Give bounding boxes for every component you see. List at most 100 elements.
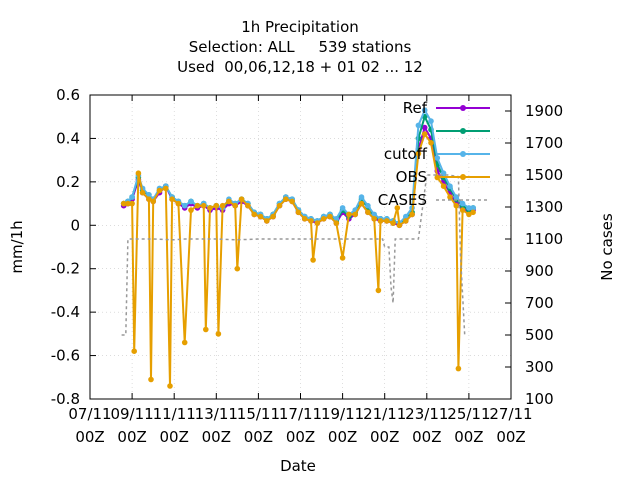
- data-point: [181, 339, 188, 346]
- data-point: [181, 202, 188, 209]
- data-point: [466, 205, 472, 211]
- data-point: [295, 209, 302, 216]
- y2-tick-label: 700: [525, 294, 554, 312]
- data-point: [276, 202, 283, 209]
- data-point: [120, 200, 127, 207]
- data-point: [188, 198, 194, 205]
- title-line-2: Selection: ALL 539 stations: [189, 38, 412, 56]
- data-point: [308, 218, 314, 224]
- data-point: [421, 124, 428, 131]
- data-point: [156, 187, 163, 194]
- y-tick-label: 0: [70, 216, 80, 234]
- x-axis-label: Date: [280, 457, 316, 475]
- data-point: [453, 202, 460, 209]
- legend-label: OBS: [396, 168, 427, 186]
- data-point: [167, 383, 173, 389]
- data-point: [447, 194, 453, 200]
- series-line: [121, 174, 466, 336]
- data-point: [434, 155, 441, 161]
- x-tick-label: 17/11: [279, 405, 322, 423]
- data-point: [421, 107, 428, 113]
- y2-tick-label: 1700: [525, 134, 563, 152]
- data-point: [194, 202, 201, 209]
- x-tick-label-time: 00Z: [286, 428, 315, 446]
- legend-label: Ref: [403, 99, 428, 117]
- x-tick-label: 23/11: [405, 405, 448, 423]
- data-point: [453, 194, 460, 200]
- x-tick-label-time: 00Z: [454, 428, 483, 446]
- series-line: [123, 107, 474, 225]
- data-point: [264, 218, 270, 224]
- data-point: [339, 205, 346, 211]
- title-line-1: 1h Precipitation: [241, 18, 359, 36]
- data-point: [415, 122, 422, 129]
- data-point: [440, 183, 447, 189]
- data-point: [139, 189, 146, 196]
- legend: Ref cutoff OBS CASES: [378, 99, 490, 209]
- y-tick-label: -0.8: [51, 390, 80, 408]
- data-point: [470, 205, 476, 211]
- data-point: [415, 150, 422, 157]
- data-point: [215, 331, 222, 337]
- data-point: [125, 200, 131, 207]
- data-point: [470, 209, 476, 216]
- data-point: [352, 211, 359, 218]
- data-point: [403, 213, 409, 220]
- data-point: [358, 200, 365, 207]
- y2-axis-label: No cases: [598, 213, 616, 281]
- y2-tick-label: 1100: [525, 230, 563, 248]
- legend-marker: [460, 174, 466, 180]
- data-point: [358, 194, 365, 200]
- data-point: [219, 202, 226, 209]
- x-tick-label: 13/11: [195, 405, 238, 423]
- legend-marker: [460, 105, 466, 111]
- data-point: [289, 198, 295, 205]
- y-tick-label: -0.6: [51, 347, 80, 365]
- x-tick-label: 09/11: [110, 405, 153, 423]
- data-point: [310, 257, 316, 263]
- data-point: [238, 196, 245, 202]
- data-point: [371, 211, 378, 218]
- data-point: [270, 213, 276, 220]
- data-point: [421, 131, 428, 137]
- x-tick-label: 07/11: [68, 405, 111, 423]
- data-point: [371, 216, 378, 222]
- data-point: [226, 198, 232, 205]
- y-tick-label: -0.2: [51, 260, 80, 278]
- y2-tick-label: 1500: [525, 166, 563, 184]
- y2-tick-label: 100: [525, 390, 554, 408]
- x-tick-label: 21/11: [363, 405, 406, 423]
- data-point: [207, 205, 213, 211]
- data-point: [257, 213, 264, 220]
- data-point: [314, 220, 321, 226]
- data-point: [455, 365, 462, 372]
- x-tick-label-time: 00Z: [117, 428, 146, 446]
- data-point: [148, 376, 154, 383]
- data-point: [384, 218, 390, 224]
- data-point: [232, 202, 238, 209]
- series-obs: [120, 131, 476, 389]
- legend-label: CASES: [378, 191, 427, 209]
- data-point: [129, 194, 135, 200]
- data-point: [390, 220, 396, 226]
- x-tick-label-time: 00Z: [160, 428, 189, 446]
- x-tick-label: 19/11: [321, 405, 364, 423]
- y-tick-label: 0.4: [56, 129, 80, 147]
- x-tick-label-time: 00Z: [370, 428, 399, 446]
- legend-label: cutoff: [384, 145, 428, 163]
- y-tick-label: -0.4: [51, 303, 80, 321]
- data-point: [333, 220, 340, 226]
- data-point: [365, 209, 371, 216]
- y2-axis-ticks: 100 300 500 700 900 1100 1300 1500 1700 1900: [505, 102, 563, 408]
- data-point: [428, 140, 434, 146]
- data-point: [146, 192, 152, 198]
- x-axis-ticks: 07/11 00Z 09/11 00Z 11/11 00Z 13/11 00Z 15/11 00Z…: [68, 95, 533, 446]
- data-point: [213, 202, 220, 209]
- data-point: [131, 348, 137, 355]
- data-point: [447, 183, 453, 189]
- data-point: [409, 211, 415, 218]
- data-point: [203, 326, 209, 333]
- y-tick-label: 0.2: [56, 173, 80, 191]
- x-tick-label-time: 00Z: [328, 428, 357, 446]
- data-point: [169, 196, 175, 202]
